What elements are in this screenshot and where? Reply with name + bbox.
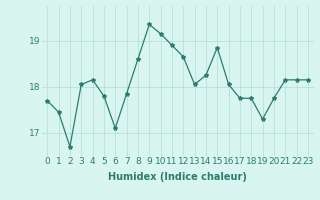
X-axis label: Humidex (Indice chaleur): Humidex (Indice chaleur): [108, 172, 247, 182]
